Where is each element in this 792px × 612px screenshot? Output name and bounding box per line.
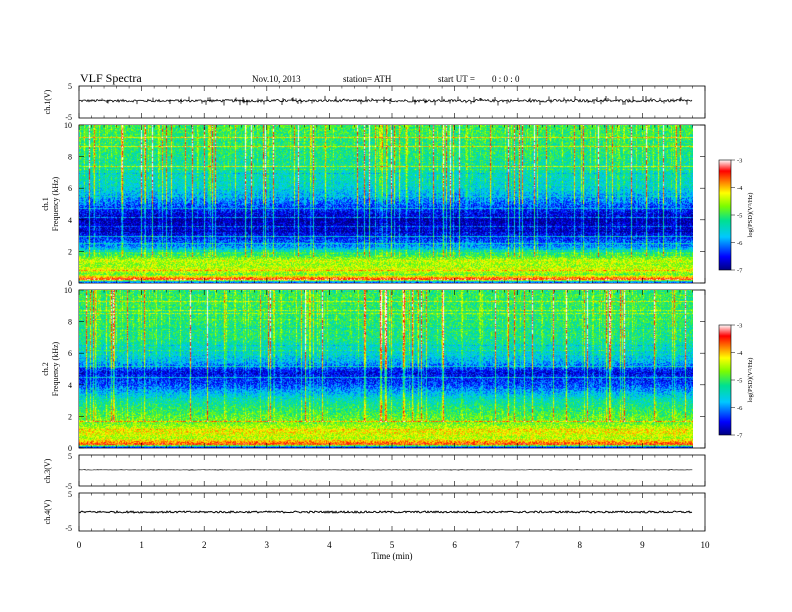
ch1-ytick-bottom: -5 <box>65 113 72 122</box>
ch2-frequency-tick-0: 0 <box>68 444 72 453</box>
x-tick-label-2: 2 <box>202 540 207 550</box>
ch1-colorbar-tick-0: -3 <box>737 158 742 165</box>
ch2-colorbar-tick-3: -6 <box>737 405 743 412</box>
ch1-colorbar-label: log(PSD)(V²/Hz) <box>747 193 754 238</box>
ch1-channel-label: ch.1 <box>41 197 50 211</box>
ch4-ytick-bottom: -5 <box>65 524 72 533</box>
ch2-colorbar-tick-0: -3 <box>737 323 742 330</box>
ch4-waveform-line <box>78 510 693 514</box>
axis-ticks: 0 2 4 6 8 10 -3 -4 -5 -6 -7 0 2 4 6 8 10 -3 -4 -5 -6 -7 <box>64 86 743 531</box>
ch2-spectrogram-image <box>79 290 693 448</box>
ch1-frequency-tick-3: 6 <box>68 184 72 193</box>
ch1-spectrogram-panel: ch.1 Frequency (kHz) <box>41 124 706 284</box>
ch1-ytick-top: 5 <box>68 82 72 91</box>
x-tick-label-1: 1 <box>139 540 144 550</box>
date-label: Nov.10, 2013 <box>252 74 301 84</box>
ch1-colorbar-tick-4: -7 <box>737 268 743 275</box>
ch3-waveform-panel: 5 -5 ch.3(V) <box>43 452 706 491</box>
figure-title: VLF Spectra <box>80 71 142 85</box>
ch1-frequency-tick-0: 0 <box>68 279 72 288</box>
ch1-colorbar-tick-1: -4 <box>737 185 743 192</box>
x-tick-label-5: 5 <box>390 540 395 550</box>
start-ut-label: start UT = <box>438 74 475 84</box>
ch2-colorbar-gradient <box>718 324 732 436</box>
ch2-colorbar-tick-2: -5 <box>737 378 742 385</box>
x-tick-label-7: 7 <box>515 540 520 550</box>
x-axis-tick-labels: 0 1 2 3 4 5 6 7 8 9 10 <box>77 540 710 550</box>
ch2-frequency-tick-5: 10 <box>64 286 72 295</box>
ch2-frequency-ylabel: Frequency (kHz) <box>51 341 60 396</box>
ch2-colorbar-label: log(PSD)(V²/Hz) <box>747 358 754 403</box>
x-tick-label-0: 0 <box>77 540 82 550</box>
ch4-ytick-top: 5 <box>68 490 72 499</box>
ch4-waveform-ylabel: ch.4(V) <box>43 499 52 524</box>
ch1-spectrogram-image <box>79 125 693 283</box>
ch3-ytick-top: 5 <box>68 452 72 461</box>
ch2-channel-label: ch.2 <box>41 362 50 376</box>
ch1-frequency-tick-5: 10 <box>64 121 72 130</box>
ch2-frequency-tick-3: 6 <box>68 349 72 358</box>
ch1-frequency-tick-1: 2 <box>68 247 72 256</box>
ch1-colorbar-gradient <box>718 159 732 271</box>
station-label: station= ATH <box>343 74 392 84</box>
ch4-waveform-panel: 5 -5 ch.4(V) <box>43 490 706 533</box>
ch1-colorbar-tick-3: -6 <box>737 240 743 247</box>
ch2-spectrogram-panel: ch.2 Frequency (kHz) <box>41 289 706 449</box>
ch1-waveform-ylabel: ch.1(V) <box>43 89 52 114</box>
ch1-frequency-tick-2: 4 <box>68 216 72 225</box>
start-ut-value: 0 : 0 : 0 <box>492 74 520 84</box>
ch1-waveform-line <box>78 95 693 106</box>
ch2-frequency-tick-2: 4 <box>68 381 72 390</box>
x-tick-label-8: 8 <box>578 540 583 550</box>
ch3-waveform-line <box>79 468 693 471</box>
ch1-waveform-panel: 5 -5 ch.1(V) <box>43 82 706 122</box>
x-tick-label-3: 3 <box>265 540 270 550</box>
x-tick-label-4: 4 <box>327 540 332 550</box>
ch3-ytick-bottom: -5 <box>65 482 72 491</box>
ch2-frequency-tick-1: 2 <box>68 412 72 421</box>
x-tick-label-9: 9 <box>640 540 645 550</box>
ch1-colorbar: log(PSD)(V²/Hz) <box>718 159 754 271</box>
ch2-frequency-tick-4: 8 <box>68 318 72 327</box>
ch1-colorbar-tick-2: -5 <box>737 213 742 220</box>
ch3-waveform-ylabel: ch.3(V) <box>43 458 52 483</box>
ch1-frequency-tick-4: 8 <box>68 153 72 162</box>
x-tick-label-10: 10 <box>701 540 711 550</box>
x-tick-label-6: 6 <box>452 540 457 550</box>
x-axis-label: Time (min) <box>372 551 413 561</box>
ch2-colorbar-tick-4: -7 <box>737 433 743 440</box>
ch1-frequency-ylabel: Frequency (kHz) <box>51 176 60 231</box>
ch2-colorbar-tick-1: -4 <box>737 350 743 357</box>
